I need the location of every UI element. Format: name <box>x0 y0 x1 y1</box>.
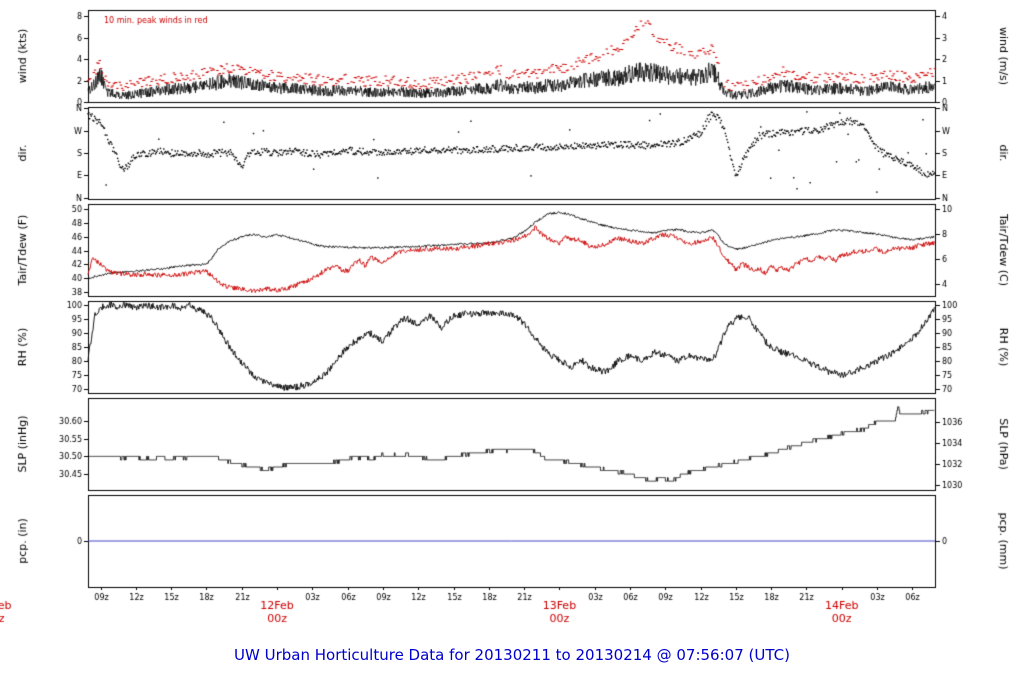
meteogram-canvas <box>0 0 1024 644</box>
chart-title: UW Urban Horticulture Data for 20130211 … <box>234 646 790 664</box>
